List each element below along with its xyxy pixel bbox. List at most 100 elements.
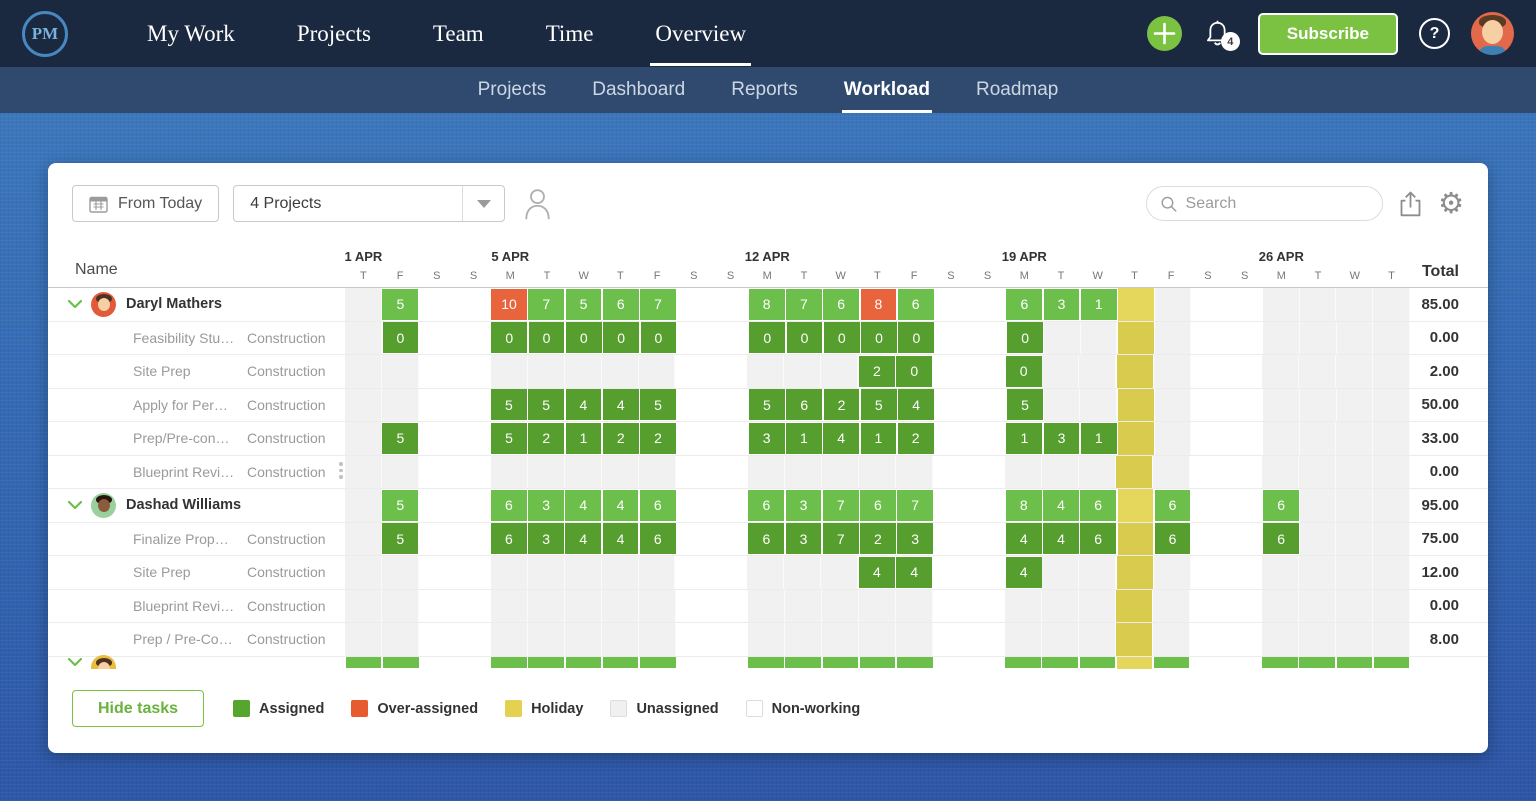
workload-cell[interactable] xyxy=(1227,288,1263,321)
workload-cell[interactable]: 4 xyxy=(1005,556,1042,588)
workload-cell[interactable]: 5 xyxy=(749,389,785,421)
add-button[interactable] xyxy=(1146,15,1183,52)
workload-cell[interactable] xyxy=(711,355,748,388)
workload-cell[interactable] xyxy=(1262,589,1300,622)
workload-cell[interactable] xyxy=(1373,522,1410,555)
workload-cell[interactable]: 4 xyxy=(565,389,602,421)
workload-cell[interactable] xyxy=(418,522,455,555)
row-name-cell[interactable]: Blueprint Revi… Construction xyxy=(48,456,345,489)
workload-cell[interactable] xyxy=(895,455,933,488)
workload-cell[interactable] xyxy=(454,388,491,421)
workload-cell[interactable] xyxy=(601,556,639,589)
workload-cell[interactable] xyxy=(1373,422,1410,455)
workload-cell[interactable] xyxy=(527,556,565,589)
workload-cell[interactable]: 5 xyxy=(528,389,565,421)
workload-cell[interactable] xyxy=(1190,455,1227,488)
workload-cell[interactable] xyxy=(1041,455,1079,488)
workload-cell[interactable]: 3 xyxy=(528,489,564,521)
workload-cell-holiday[interactable] xyxy=(1117,489,1154,522)
chevron-down-icon[interactable] xyxy=(68,299,82,309)
workload-cell[interactable] xyxy=(784,589,822,622)
workload-cell[interactable]: 4 xyxy=(858,556,895,588)
workload-cell[interactable] xyxy=(454,623,491,656)
workload-cell[interactable] xyxy=(1191,422,1228,455)
workload-cell[interactable]: 5 xyxy=(640,389,676,421)
workload-cell[interactable] xyxy=(418,422,455,455)
row-name-cell[interactable]: Site Prep Construction xyxy=(48,556,345,589)
workload-cell[interactable] xyxy=(1190,589,1227,622)
topnav-item-team[interactable]: Team xyxy=(432,20,484,46)
workload-cell[interactable] xyxy=(896,657,933,668)
workload-cell[interactable]: 0 xyxy=(823,322,860,354)
workload-cell[interactable] xyxy=(345,589,382,622)
workload-cell[interactable]: 7 xyxy=(786,288,822,320)
workload-cell[interactable] xyxy=(968,455,1005,488)
workload-cell[interactable]: 4 xyxy=(602,389,639,421)
subscribe-button[interactable]: Subscribe xyxy=(1257,12,1398,55)
workload-cell[interactable] xyxy=(1079,556,1117,589)
subnav-tab-workload[interactable]: Workload xyxy=(821,67,953,113)
workload-cell[interactable]: 6 xyxy=(602,288,639,320)
workload-cell[interactable] xyxy=(969,522,1006,555)
workload-cell[interactable]: 0 xyxy=(896,355,933,387)
row-name-cell[interactable]: Prep / Pre-Co… Construction xyxy=(48,623,345,656)
workload-cell[interactable] xyxy=(1373,623,1411,656)
workload-cell[interactable] xyxy=(858,623,896,656)
row-name-cell[interactable]: Dashad Williams xyxy=(48,489,345,522)
workload-cell[interactable] xyxy=(858,589,896,622)
workload-cell[interactable] xyxy=(859,657,896,668)
workload-cell[interactable] xyxy=(1299,422,1337,455)
search-input[interactable] xyxy=(1185,194,1369,213)
workload-cell[interactable] xyxy=(1299,288,1337,321)
workload-cell[interactable] xyxy=(1373,556,1411,589)
workload-cell[interactable] xyxy=(1299,455,1337,488)
workload-cell[interactable] xyxy=(418,455,455,488)
workload-cell[interactable] xyxy=(1153,556,1191,589)
workload-cell[interactable] xyxy=(932,455,969,488)
workload-cell[interactable]: 6 xyxy=(1080,489,1117,521)
workload-cell[interactable] xyxy=(419,656,455,669)
workload-cell[interactable] xyxy=(932,623,969,656)
row-name-cell[interactable]: Finalize Prop… Construction xyxy=(48,523,345,556)
workload-cell[interactable] xyxy=(454,455,491,488)
workload-cell[interactable]: 4 xyxy=(602,523,639,555)
workload-cell[interactable] xyxy=(1190,623,1227,656)
workload-cell[interactable] xyxy=(1262,623,1300,656)
workload-cell[interactable] xyxy=(1299,388,1337,421)
workload-cell[interactable] xyxy=(1005,657,1041,668)
workload-cell[interactable] xyxy=(1227,321,1264,354)
workload-cell[interactable] xyxy=(1004,589,1042,622)
workload-cell[interactable] xyxy=(1262,355,1300,388)
workload-cell[interactable] xyxy=(675,623,712,656)
workload-cell[interactable]: 0 xyxy=(1007,322,1044,354)
workload-cell[interactable] xyxy=(968,623,1005,656)
workload-cell[interactable] xyxy=(934,288,970,321)
workload-cell[interactable] xyxy=(345,556,382,589)
topnav-item-overview[interactable]: Overview xyxy=(624,0,777,67)
workload-cell[interactable] xyxy=(969,489,1006,522)
workload-cell[interactable] xyxy=(528,657,565,668)
workload-cell-holiday[interactable] xyxy=(1116,589,1153,622)
workload-cell[interactable]: 0 xyxy=(861,322,897,354)
workload-cell-holiday[interactable] xyxy=(1118,422,1154,455)
workload-cell[interactable] xyxy=(564,589,602,622)
workload-cell[interactable] xyxy=(1226,589,1263,622)
workload-cell[interactable] xyxy=(676,522,713,555)
workload-cell[interactable] xyxy=(1080,388,1118,421)
workload-cell[interactable]: 6 xyxy=(639,523,676,555)
workload-cell[interactable] xyxy=(712,388,749,421)
workload-cell[interactable]: 4 xyxy=(1043,523,1079,555)
workload-cell[interactable]: 0 xyxy=(491,322,528,354)
chevron-down-icon[interactable] xyxy=(68,658,82,667)
workload-cell[interactable]: 2 xyxy=(897,422,934,454)
workload-cell[interactable] xyxy=(1336,422,1374,455)
workload-cell[interactable] xyxy=(1041,623,1079,656)
workload-cell[interactable] xyxy=(382,657,419,668)
search-box[interactable] xyxy=(1146,186,1383,221)
workload-cell[interactable] xyxy=(1373,589,1411,622)
workload-cell[interactable] xyxy=(601,623,639,656)
workload-cell[interactable] xyxy=(1336,556,1374,589)
workload-cell[interactable]: 3 xyxy=(785,523,822,555)
workload-cell[interactable] xyxy=(711,556,748,589)
row-name-cell[interactable]: Blueprint Revi… Construction xyxy=(48,590,345,623)
